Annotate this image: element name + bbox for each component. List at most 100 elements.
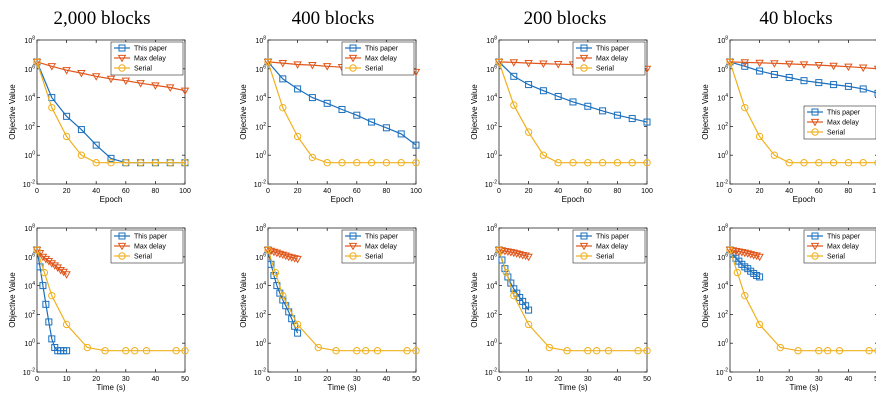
data-point-serial [741, 103, 749, 112]
column-title-200-blocks: 200 blocks [523, 8, 607, 29]
y-tick-label: 100 [717, 151, 728, 161]
x-tick-label: 80 [845, 188, 853, 195]
y-tick-label: 100 [486, 339, 497, 349]
data-point-max-delay [770, 60, 779, 68]
x-tick-label: 20 [525, 188, 533, 195]
x-tick-label: 40 [92, 188, 100, 195]
data-point-max-delay [263, 246, 273, 255]
y-tick-label: 100 [24, 151, 35, 161]
legend: This paper Max delay Serial [341, 41, 415, 76]
legend-label: Serial [365, 254, 383, 261]
data-point-max-delay [814, 62, 824, 70]
data-point-this-paper [815, 79, 823, 87]
data-point-max-delay [151, 82, 160, 90]
y-tick-label: 102 [255, 122, 266, 132]
legend-marker [117, 54, 127, 63]
legend-marker [349, 44, 357, 52]
legend-marker [811, 252, 819, 260]
data-point-max-delay [521, 252, 530, 261]
data-point-serial [33, 246, 41, 254]
series-line-serial [498, 61, 647, 164]
y-axis-label: Objective Value [8, 84, 17, 140]
data-point-serial [604, 347, 613, 355]
data-point-serial [353, 159, 361, 167]
x-axis-label: Time (s) [327, 383, 356, 392]
x-tick-label: 10 [756, 376, 764, 383]
x-tick-label: 40 [845, 376, 853, 383]
data-point-serial [412, 347, 420, 355]
y-tick-label: 106 [486, 252, 497, 262]
x-axis-label: Time (s) [96, 383, 125, 392]
legend-label: Max delay [596, 244, 628, 251]
series-line-max-delay [36, 61, 186, 92]
y-tick-label: 104 [717, 281, 728, 291]
legend-label: This paper [596, 46, 630, 53]
y-tick-label: 10-2 [254, 368, 266, 378]
x-tick-label: 0 [266, 188, 270, 195]
data-point-serial [776, 343, 785, 352]
legend-marker [118, 64, 126, 72]
legend-label: Serial [827, 130, 845, 137]
legend-label: This paper [134, 234, 168, 241]
data-point-max-delay [518, 252, 527, 260]
legend-label: Max delay [596, 56, 628, 63]
data-point-max-delay [829, 62, 838, 71]
legend-label: Max delay [827, 120, 859, 127]
series-line-serial [498, 249, 647, 352]
data-point-this-paper [539, 87, 547, 95]
y-tick-label: 106 [486, 64, 497, 74]
x-tick-label: 50 [643, 376, 651, 383]
legend-label: Max delay [134, 56, 166, 63]
panel-epoch-2: 10-2 100 102 104 106 108 0 20 40 60 80 100 Epoch Obje… [239, 36, 422, 205]
data-point-serial [829, 159, 838, 167]
data-point-max-delay [47, 260, 57, 268]
data-point-max-delay [749, 252, 758, 260]
panel-time-1: 10-2 100 102 104 106 108 0 10 20 30 40 50 Time (s) Ob… [8, 224, 189, 393]
data-point-max-delay [503, 248, 513, 257]
data-point-this-paper [756, 273, 764, 281]
x-tick-label: 0 [35, 376, 39, 383]
x-tick-label: 100 [641, 188, 653, 195]
x-tick-label: 10 [294, 376, 302, 383]
data-point-serial [293, 132, 302, 141]
data-point-this-paper [368, 118, 376, 126]
legend-marker [811, 128, 819, 136]
data-point-max-delay [725, 58, 735, 67]
data-point-serial [382, 159, 391, 167]
data-point-serial [584, 159, 592, 167]
series-line-this-paper [267, 249, 299, 334]
data-point-this-paper [830, 81, 838, 89]
data-point-serial [122, 159, 130, 167]
x-tick-label: 10 [525, 376, 533, 383]
data-point-serial [279, 291, 287, 300]
y-tick-label: 108 [717, 224, 728, 234]
data-point-max-delay [278, 59, 288, 68]
data-point-max-delay [515, 251, 524, 259]
data-point-serial [48, 103, 56, 112]
y-tick-label: 108 [24, 36, 35, 46]
y-tick-label: 102 [24, 122, 35, 132]
data-point-serial [77, 151, 86, 159]
x-axis-label: Time (s) [789, 383, 818, 392]
x-tick-label: 0 [266, 376, 270, 383]
legend-marker [579, 242, 589, 251]
y-tick-label: 104 [24, 281, 35, 291]
legend-marker [118, 44, 126, 52]
panel-epoch-1: 10-2 100 102 104 106 108 0 20 40 60 80 100 Epoch Obje… [8, 36, 191, 205]
data-point-max-delay [755, 59, 764, 68]
data-point-max-delay [38, 253, 48, 262]
data-point-max-delay [743, 250, 753, 258]
legend-label: Max delay [365, 56, 397, 63]
x-tick-label: 60 [584, 188, 592, 195]
data-point-max-delay [799, 61, 809, 69]
x-tick-label: 40 [785, 188, 793, 195]
data-point-max-delay [524, 253, 533, 262]
data-point-serial [83, 343, 92, 352]
data-point-serial [545, 343, 554, 352]
data-point-max-delay [62, 67, 71, 75]
data-point-serial [181, 159, 189, 167]
y-tick-label: 100 [255, 151, 266, 161]
x-tick-label: 50 [181, 376, 189, 383]
data-point-serial [874, 347, 876, 354]
data-point-serial [835, 347, 844, 355]
